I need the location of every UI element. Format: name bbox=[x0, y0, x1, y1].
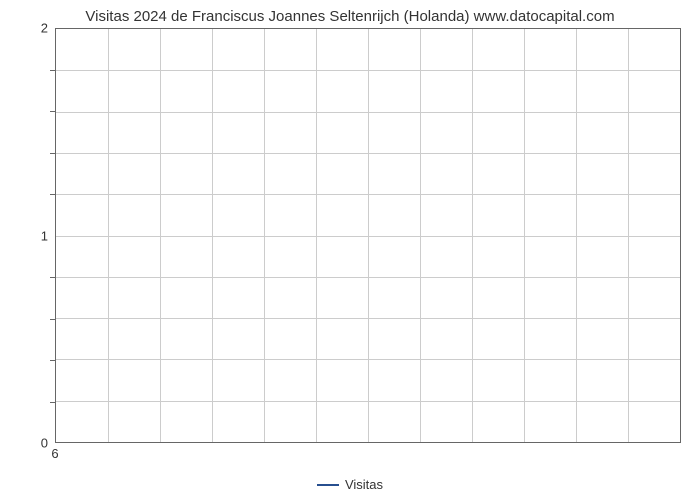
legend-line-icon bbox=[317, 484, 339, 486]
horizontal-gridline bbox=[56, 112, 680, 113]
y-minor-tick bbox=[50, 194, 55, 195]
y-tick-label: 2 bbox=[8, 21, 48, 36]
x-tick-label: 6 bbox=[51, 446, 58, 461]
y-minor-tick bbox=[50, 402, 55, 403]
y-minor-tick bbox=[50, 70, 55, 71]
y-minor-tick bbox=[50, 111, 55, 112]
y-minor-tick bbox=[50, 360, 55, 361]
legend: Visitas bbox=[0, 476, 700, 492]
y-tick-label: 1 bbox=[8, 228, 48, 243]
horizontal-gridline bbox=[56, 153, 680, 154]
chart-container: Visitas 2024 de Franciscus Joannes Selte… bbox=[0, 0, 700, 500]
horizontal-gridline bbox=[56, 236, 680, 237]
y-minor-tick bbox=[50, 153, 55, 154]
chart-title: Visitas 2024 de Franciscus Joannes Selte… bbox=[0, 8, 700, 25]
horizontal-gridline bbox=[56, 318, 680, 319]
y-minor-tick bbox=[50, 277, 55, 278]
horizontal-gridline bbox=[56, 277, 680, 278]
horizontal-gridline bbox=[56, 359, 680, 360]
plot-area bbox=[55, 28, 681, 443]
y-minor-tick bbox=[50, 319, 55, 320]
horizontal-gridline bbox=[56, 70, 680, 71]
legend-label: Visitas bbox=[345, 477, 383, 492]
horizontal-gridline bbox=[56, 194, 680, 195]
horizontal-gridline bbox=[56, 401, 680, 402]
y-tick-label: 0 bbox=[8, 436, 48, 451]
